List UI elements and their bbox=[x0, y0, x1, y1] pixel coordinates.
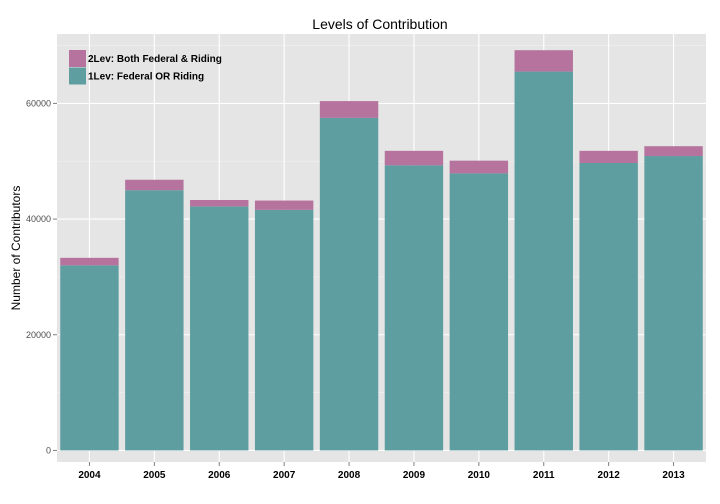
bar-2013-federal-or-riding bbox=[644, 156, 703, 451]
legend: 2Lev: Both Federal & Riding 1Lev: Federal… bbox=[69, 50, 222, 85]
x-tick-label-2010: 2010 bbox=[468, 470, 491, 481]
x-tick-label-2008: 2008 bbox=[338, 470, 361, 481]
bar-2012-federal-or-riding bbox=[579, 162, 638, 451]
bar-2007-federal-or-riding bbox=[254, 209, 314, 451]
bars-group bbox=[60, 50, 703, 451]
bar-2008-federal-or-riding bbox=[319, 117, 379, 451]
bar-2009-both-federal-riding bbox=[384, 150, 444, 166]
bar-2004-both-federal-riding bbox=[60, 257, 119, 266]
bar-2009-federal-or-riding bbox=[384, 165, 444, 451]
bar-2010-both-federal-riding bbox=[449, 160, 509, 174]
x-tick-label-2007: 2007 bbox=[273, 470, 296, 481]
legend-label: 2Lev: Both Federal & Riding bbox=[88, 54, 222, 65]
legend-key bbox=[69, 67, 86, 85]
x-tick-label-2011: 2011 bbox=[533, 470, 555, 481]
y-axis-title: Number of Contributors bbox=[9, 186, 23, 311]
bar-2007-both-federal-riding bbox=[254, 200, 314, 210]
x-tick-label-2012: 2012 bbox=[598, 470, 621, 481]
bar-2006-both-federal-riding bbox=[190, 199, 249, 207]
x-tick-label-2013: 2013 bbox=[662, 470, 685, 481]
bar-2004-federal-or-riding bbox=[60, 265, 119, 451]
bar-2012-both-federal-riding bbox=[579, 150, 638, 163]
legend-key bbox=[69, 50, 86, 67]
y-axis: 0 20000 40000 60000 bbox=[26, 98, 57, 455]
bar-2005-federal-or-riding bbox=[125, 190, 184, 451]
x-tick-label-2005: 2005 bbox=[143, 470, 166, 481]
y-tick-label: 20000 bbox=[26, 330, 51, 340]
chart-title: Levels of Contribution bbox=[312, 16, 447, 32]
bar-2008-both-federal-riding bbox=[319, 101, 379, 118]
x-tick-label-2004: 2004 bbox=[78, 470, 101, 481]
bar-2005-both-federal-riding bbox=[125, 179, 184, 191]
bar-2006-federal-or-riding bbox=[190, 206, 249, 451]
x-tick-label-2009: 2009 bbox=[403, 470, 426, 481]
bar-2013-both-federal-riding bbox=[644, 146, 703, 157]
y-tick-label: 40000 bbox=[26, 214, 51, 224]
bar-2011-both-federal-riding bbox=[514, 50, 573, 72]
y-tick-label: 0 bbox=[46, 445, 51, 455]
legend-label: 1Lev: Federal OR Riding bbox=[88, 72, 204, 83]
x-axis: 2004 2005 2006 2007 2008 2009 2010 2011 2012 2013 bbox=[78, 462, 685, 481]
y-tick-label: 60000 bbox=[26, 98, 51, 108]
bar-2010-federal-or-riding bbox=[449, 173, 509, 451]
x-tick-label-2006: 2006 bbox=[208, 470, 231, 481]
bar-2011-federal-or-riding bbox=[514, 71, 573, 451]
